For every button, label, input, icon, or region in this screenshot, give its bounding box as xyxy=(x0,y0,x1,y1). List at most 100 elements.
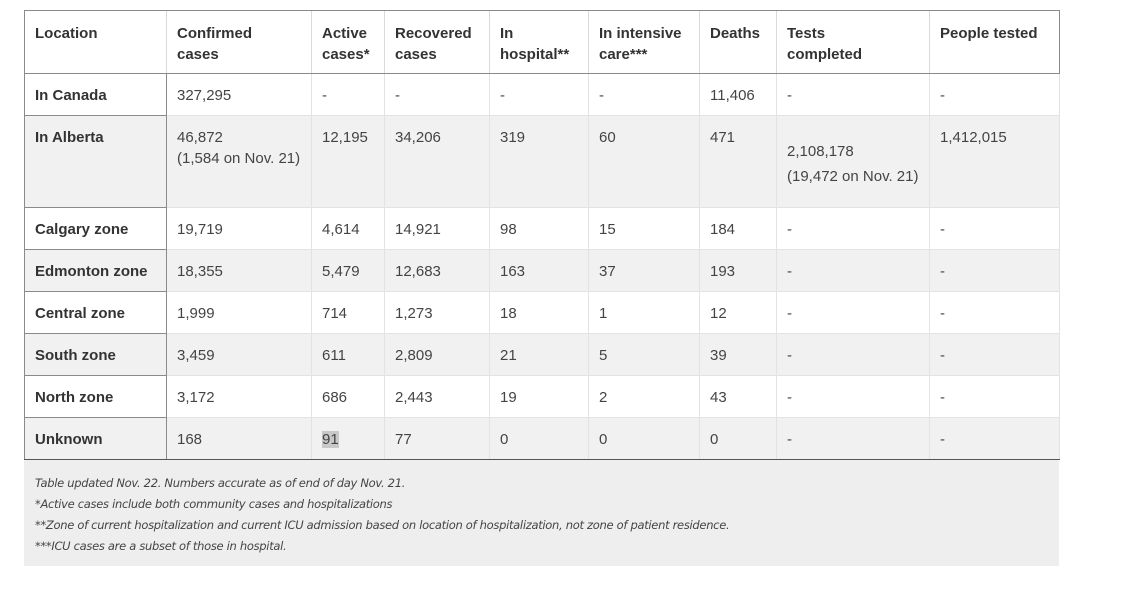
cell-active-text: 91 xyxy=(322,431,339,448)
header-label-line: Recovered xyxy=(395,25,472,42)
cell-confirmed: 3,459 xyxy=(166,333,312,376)
cell-active: 4,614 xyxy=(311,207,385,250)
header-label-line: Deaths xyxy=(710,25,761,42)
cell-confirmed: 168 xyxy=(166,417,312,460)
cell-active-text: 5,479 xyxy=(322,263,360,280)
cell-people-tested: 1,412,015 xyxy=(929,115,1060,208)
cell-location-text: In Alberta xyxy=(35,129,104,146)
cell-confirmed-text: 18,355 xyxy=(177,263,223,280)
header-recovered-cases: Recovered cases xyxy=(384,10,490,74)
tests-value: 2,108,178 xyxy=(787,143,854,160)
cell-hospital: 18 xyxy=(489,291,589,334)
header-location: Location xyxy=(24,10,167,74)
cell-recovered: 77 xyxy=(384,417,490,460)
cell-deaths: 11,406 xyxy=(699,73,777,116)
cell-hospital: 98 xyxy=(489,207,589,250)
cell-location-text: Unknown xyxy=(35,431,103,448)
cell-confirmed: 327,295 xyxy=(166,73,312,116)
cell-location: Edmonton zone xyxy=(24,249,167,292)
cell-people-tested: - xyxy=(929,291,1060,334)
header-label-line: completed xyxy=(787,46,863,63)
cell-people-tested: - xyxy=(929,417,1060,460)
cell-location: Calgary zone xyxy=(24,207,167,250)
cell-icu: 0 xyxy=(588,417,700,460)
cell-people-tested-text: - xyxy=(940,221,945,238)
confirmed-value: 46,872 xyxy=(177,129,223,146)
cell-people-tested-text: - xyxy=(940,263,945,280)
cell-tests-text: - xyxy=(787,221,792,238)
table-row: In Canada 327,295 - - - - 11,406 - - xyxy=(24,73,1060,116)
table-row: Edmonton zone 18,355 5,479 12,683 163 37 193 - - xyxy=(24,249,1060,292)
cell-location-text: Central zone xyxy=(35,305,126,322)
cell-deaths-text: 471 xyxy=(710,129,736,146)
cell-recovered: 2,443 xyxy=(384,375,490,418)
cell-deaths-text: 39 xyxy=(710,347,727,364)
cell-hospital: 0 xyxy=(489,417,589,460)
cell-recovered: 12,683 xyxy=(384,249,490,292)
header-label-line: cases xyxy=(177,46,219,63)
cell-location: In Alberta xyxy=(24,115,167,208)
cell-confirmed: 1,999 xyxy=(166,291,312,334)
cell-hospital: 319 xyxy=(489,115,589,208)
cell-icu-text: 15 xyxy=(599,221,616,238)
cell-people-tested-text: 1,412,015 xyxy=(940,129,1007,146)
cell-hospital-text: 21 xyxy=(500,347,517,364)
cell-deaths: 39 xyxy=(699,333,777,376)
cell-hospital-text: 319 xyxy=(500,129,526,146)
cell-tests: - xyxy=(776,73,930,116)
table-header-row: Location Confirmed cases Active cases* Recove… xyxy=(24,10,1060,74)
cell-active: 714 xyxy=(311,291,385,334)
cell-tests: - xyxy=(776,417,930,460)
cell-confirmed-text: 168 xyxy=(177,431,203,448)
header-people-tested: People tested xyxy=(929,10,1060,74)
cell-deaths: 43 xyxy=(699,375,777,418)
cell-confirmed-text: 1,999 xyxy=(177,305,215,322)
cell-recovered-text: 2,443 xyxy=(395,389,433,406)
cell-tests: - xyxy=(776,249,930,292)
table-body: In Canada 327,295 - - - - 11,406 - - In Alberta 46… xyxy=(24,73,1060,460)
cell-active-text: 12,195 xyxy=(322,129,368,146)
cell-hospital-text: - xyxy=(500,87,505,104)
cell-icu: 37 xyxy=(588,249,700,292)
cell-people-tested-text: - xyxy=(940,87,945,104)
cell-tests: - xyxy=(776,207,930,250)
header-label-line: Confirmed xyxy=(177,25,252,42)
cell-people-tested-text: - xyxy=(940,305,945,322)
cell-confirmed: 19,719 xyxy=(166,207,312,250)
header-label-line: People tested xyxy=(940,25,1038,42)
cell-active: 5,479 xyxy=(311,249,385,292)
table-row: North zone 3,172 686 2,443 19 2 43 - - xyxy=(24,375,1060,418)
cell-location: In Canada xyxy=(24,73,167,116)
cell-icu-text: 1 xyxy=(599,305,608,322)
header-in-intensive-care: In intensive care*** xyxy=(588,10,700,74)
header-label-line: Location xyxy=(35,25,98,42)
cell-hospital: 21 xyxy=(489,333,589,376)
cell-hospital-text: 0 xyxy=(500,431,509,448)
header-label-line: In intensive xyxy=(599,25,682,42)
cell-confirmed-text: 3,172 xyxy=(177,389,215,406)
header-label-line: Active xyxy=(322,25,368,42)
cell-recovered-text: 14,921 xyxy=(395,221,441,238)
table-footnotes: Table updated Nov. 22. Numbers accurate … xyxy=(24,460,1059,566)
cell-deaths: 471 xyxy=(699,115,777,208)
cell-tests: 2,108,178 (19,472 on Nov. 21) xyxy=(776,115,930,208)
cell-active: 12,195 xyxy=(311,115,385,208)
cell-icu: - xyxy=(588,73,700,116)
cell-location: Central zone xyxy=(24,291,167,334)
cell-location: South zone xyxy=(24,333,167,376)
cell-tests: - xyxy=(776,291,930,334)
table-row: Calgary zone 19,719 4,614 14,921 98 15 184 - - xyxy=(24,207,1060,250)
tests-daily-note: (19,472 on Nov. 21) xyxy=(787,168,919,185)
footnote-icu: ***ICU cases are a subset of those in ho… xyxy=(35,539,287,553)
cell-recovered: 2,809 xyxy=(384,333,490,376)
footnote-updated: Table updated Nov. 22. Numbers accurate … xyxy=(35,476,406,490)
table-row: In Alberta 46,872 (1,584 on Nov. 21) 12,195… xyxy=(24,115,1060,208)
cell-location: North zone xyxy=(24,375,167,418)
cell-deaths-text: 184 xyxy=(710,221,736,238)
cell-recovered: 34,206 xyxy=(384,115,490,208)
cell-confirmed: 46,872 (1,584 on Nov. 21) xyxy=(166,115,312,208)
confirmed-daily-note: (1,584 on Nov. 21) xyxy=(177,150,301,167)
cell-icu-text: 2 xyxy=(599,389,608,406)
cell-recovered-text: 1,273 xyxy=(395,305,433,322)
cell-recovered-text: 77 xyxy=(395,431,412,448)
